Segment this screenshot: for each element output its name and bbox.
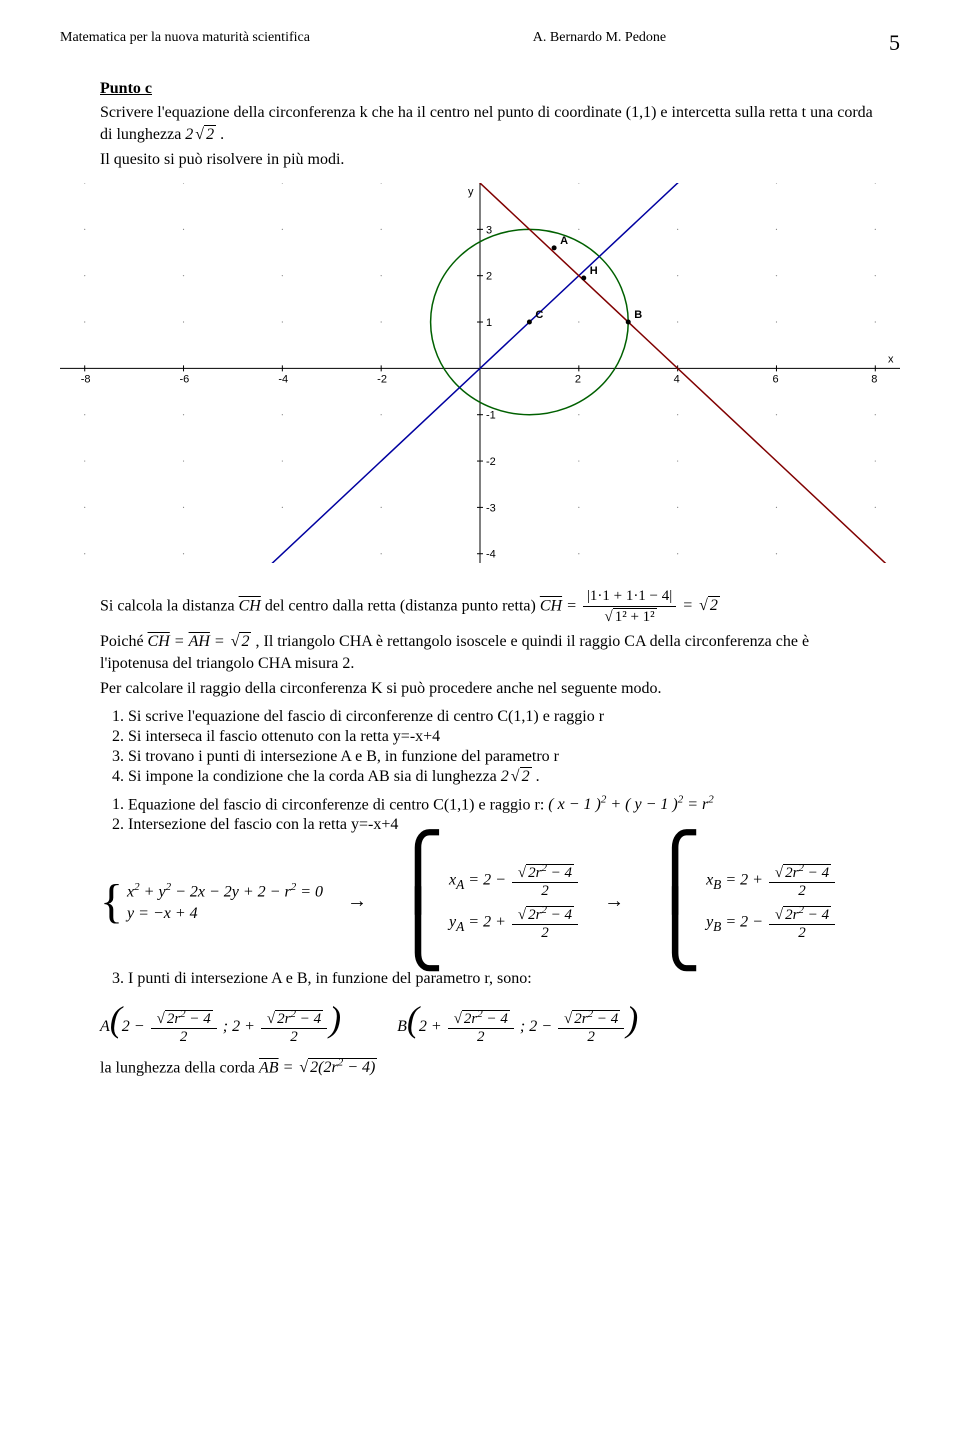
svg-text:B: B: [634, 309, 642, 321]
ab-overline: AB: [259, 1059, 279, 1076]
step-2: Si interseca il fascio ottenuto con la r…: [128, 728, 880, 746]
svg-text:6: 6: [772, 373, 778, 385]
svg-text:H: H: [590, 265, 598, 277]
ch-equals: =: [566, 597, 581, 614]
svg-text:-2: -2: [486, 456, 496, 468]
svg-text:C: C: [535, 309, 543, 321]
step-3: Si trovano i punti di intersezione A e B…: [128, 748, 880, 766]
eq-fascio: ( x − 1 )2 + ( y − 1 )2 = r2: [548, 796, 713, 813]
equation-system: { x2 + y2 − 2x − 2y + 2 − r2 = 0 y = −x …: [100, 844, 880, 959]
ch-pre: Si calcola la distanza: [100, 597, 239, 614]
intro-text-2: .: [220, 126, 224, 143]
steps-list-3: I punti di intersezione A e B, in funzio…: [128, 970, 880, 988]
steps-list-1: Si scrive l'equazione del fascio di circ…: [128, 708, 880, 786]
intro-expr: 22: [185, 126, 216, 143]
final-pre: la lunghezza della corda: [100, 1059, 259, 1076]
step-4: Si impone la condizione che la corda AB …: [128, 768, 880, 786]
page-number: 5: [889, 30, 900, 56]
page-header: Matematica per la nuova maturità scienti…: [60, 30, 900, 56]
svg-text:3: 3: [486, 224, 492, 236]
para-ch: Si calcola la distanza CH del centro dal…: [100, 586, 880, 628]
point-a: A(2 − 2r2 − 42 ; 2 + 2r2 − 42): [100, 998, 341, 1046]
poiche-pre: Poiché: [100, 633, 148, 650]
svg-text:-3: -3: [486, 502, 496, 514]
svg-text:y: y: [468, 186, 474, 198]
svg-text:-1: -1: [486, 409, 496, 421]
para-poiche: Poiché CH = AH = 2 , Il triangolo CHA è …: [100, 631, 880, 674]
header-center: A. Bernardo M. Pedone: [533, 30, 666, 56]
ch-overline-2: CH: [540, 597, 562, 614]
arrow-2: →: [604, 890, 624, 913]
sys-1: { x2 + y2 − 2x − 2y + 2 − r2 = 0 y = −x …: [100, 877, 323, 927]
ah-ov: AH: [189, 633, 210, 650]
step2-1: Equazione del fascio di circonferenze di…: [128, 794, 880, 814]
line2: Il quesito si può risolvere in più modi.: [100, 149, 880, 171]
svg-text:x: x: [888, 353, 894, 365]
ch-mid: del centro dalla retta (distanza punto r…: [265, 597, 540, 614]
para-per: Per calcolare il raggio della circonfere…: [100, 678, 880, 700]
ch-fraction: |1·1 + 1·1 − 4| 1² + 1²: [583, 586, 676, 628]
final-eq: = 2(2r2 − 4): [283, 1059, 378, 1076]
steps-list-2: Equazione del fascio di circonferenze di…: [128, 794, 880, 834]
ch-ov: CH: [148, 633, 170, 650]
final-line: la lunghezza della corda AB = 2(2r2 − 4): [100, 1056, 880, 1079]
sys-3: ⎧⎩ xB = 2 + 2r2 − 42 yB = 2 − 2r2 − 42: [648, 844, 837, 959]
svg-text:1: 1: [486, 317, 492, 329]
point-b: B(2 + 2r2 − 42 ; 2 − 2r2 − 42): [397, 998, 638, 1046]
ch-overline-1: CH: [239, 597, 261, 614]
step3-item: I punti di intersezione A e B, in funzio…: [128, 970, 880, 988]
ch-result: = 2: [682, 597, 720, 614]
svg-text:-4: -4: [486, 549, 496, 561]
points-ab: A(2 − 2r2 − 42 ; 2 + 2r2 − 42) B(2 + 2r2…: [100, 998, 880, 1046]
intro-paragraph: Scrivere l'equazione della circonferenza…: [100, 102, 880, 145]
geometry-diagram: -8-6-4-22468-4-3-2-1123xyAHCB: [60, 183, 880, 568]
step2-2: Intersezione del fascio con la retta y=-…: [128, 816, 880, 834]
svg-text:-4: -4: [278, 373, 288, 385]
svg-text:4: 4: [674, 373, 680, 385]
svg-text:-2: -2: [377, 373, 387, 385]
step-1: Si scrive l'equazione del fascio di circ…: [128, 708, 880, 726]
svg-text:2: 2: [575, 373, 581, 385]
header-left: Matematica per la nuova maturità scienti…: [60, 30, 310, 56]
main-content: Punto c Scrivere l'equazione della circo…: [100, 80, 880, 1079]
svg-text:-8: -8: [81, 373, 91, 385]
svg-text:2: 2: [486, 270, 492, 282]
svg-text:-6: -6: [180, 373, 190, 385]
svg-text:A: A: [560, 235, 568, 247]
eq-fascio-pre: Equazione del fascio di circonferenze di…: [128, 796, 548, 813]
sys-2: ⎧⎩ xA = 2 − 2r2 − 42 yA = 2 + 2r2 − 42: [391, 844, 580, 959]
svg-text:8: 8: [871, 373, 877, 385]
arrow-1: →: [347, 890, 367, 913]
section-title: Punto c: [100, 80, 880, 98]
